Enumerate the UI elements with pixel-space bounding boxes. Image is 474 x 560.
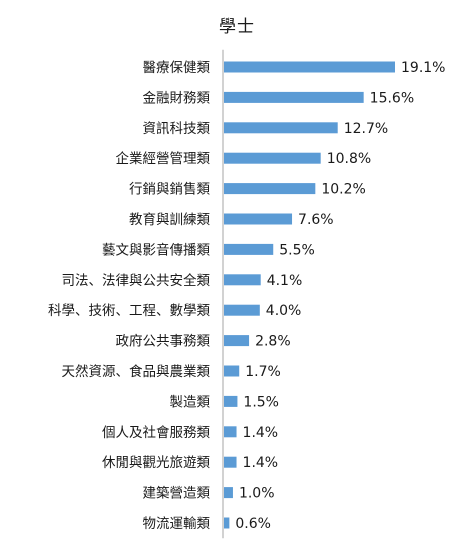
data-label: 15.6% <box>370 90 414 106</box>
bar <box>224 335 250 347</box>
data-label: 1.0% <box>239 486 275 502</box>
bar <box>224 61 395 73</box>
category-label: 物流運輸類 <box>143 516 211 532</box>
bar <box>224 456 237 468</box>
bar <box>224 243 274 255</box>
bar <box>224 426 237 438</box>
data-label: 1.4% <box>243 425 279 441</box>
category-label: 天然資源、食品與農業類 <box>62 363 211 380</box>
category-label: 醫療保健類 <box>143 59 211 76</box>
bar <box>224 365 240 377</box>
category-label: 製造類 <box>170 394 211 410</box>
bar <box>224 91 364 103</box>
data-label: 5.5% <box>279 242 315 258</box>
data-label: 4.0% <box>266 303 302 319</box>
data-label: 1.7% <box>245 364 281 380</box>
category-label: 建築營造類 <box>143 486 211 502</box>
category-label: 個人及社會服務類 <box>102 425 210 441</box>
data-label: 4.1% <box>267 273 303 289</box>
bar <box>224 517 230 529</box>
category-label: 企業經營管理類 <box>116 150 211 167</box>
category-label: 休閒與觀光旅遊類 <box>102 455 210 471</box>
category-label: 教育與訓練類 <box>129 212 210 228</box>
category-label: 司法、法律與公共安全類 <box>62 272 211 289</box>
data-label: 19.1% <box>401 60 445 76</box>
category-label: 政府公共事務類 <box>116 334 211 350</box>
bar <box>224 274 261 286</box>
bar <box>224 395 238 407</box>
category-label: 金融財務類 <box>143 90 211 106</box>
data-label: 1.5% <box>243 394 279 410</box>
category-label: 資訊科技類 <box>143 121 211 137</box>
bar <box>224 487 233 499</box>
data-label: 2.8% <box>255 334 291 350</box>
data-label: 0.6% <box>235 516 271 532</box>
data-label: 12.7% <box>344 121 388 137</box>
bar <box>224 152 321 164</box>
bar <box>224 213 293 225</box>
chart-title: 學士 <box>219 17 255 37</box>
bar <box>224 183 316 195</box>
data-label: 1.4% <box>243 455 279 471</box>
category-label: 科學、技術、工程、數學類 <box>48 303 210 319</box>
category-label: 行銷與銷售類 <box>129 182 210 198</box>
bar <box>224 304 260 316</box>
bar <box>224 122 338 134</box>
data-label: 10.8% <box>327 151 371 167</box>
data-label: 10.2% <box>321 182 365 198</box>
category-label: 藝文與影音傳播類 <box>102 241 210 258</box>
data-label: 7.6% <box>298 212 334 228</box>
